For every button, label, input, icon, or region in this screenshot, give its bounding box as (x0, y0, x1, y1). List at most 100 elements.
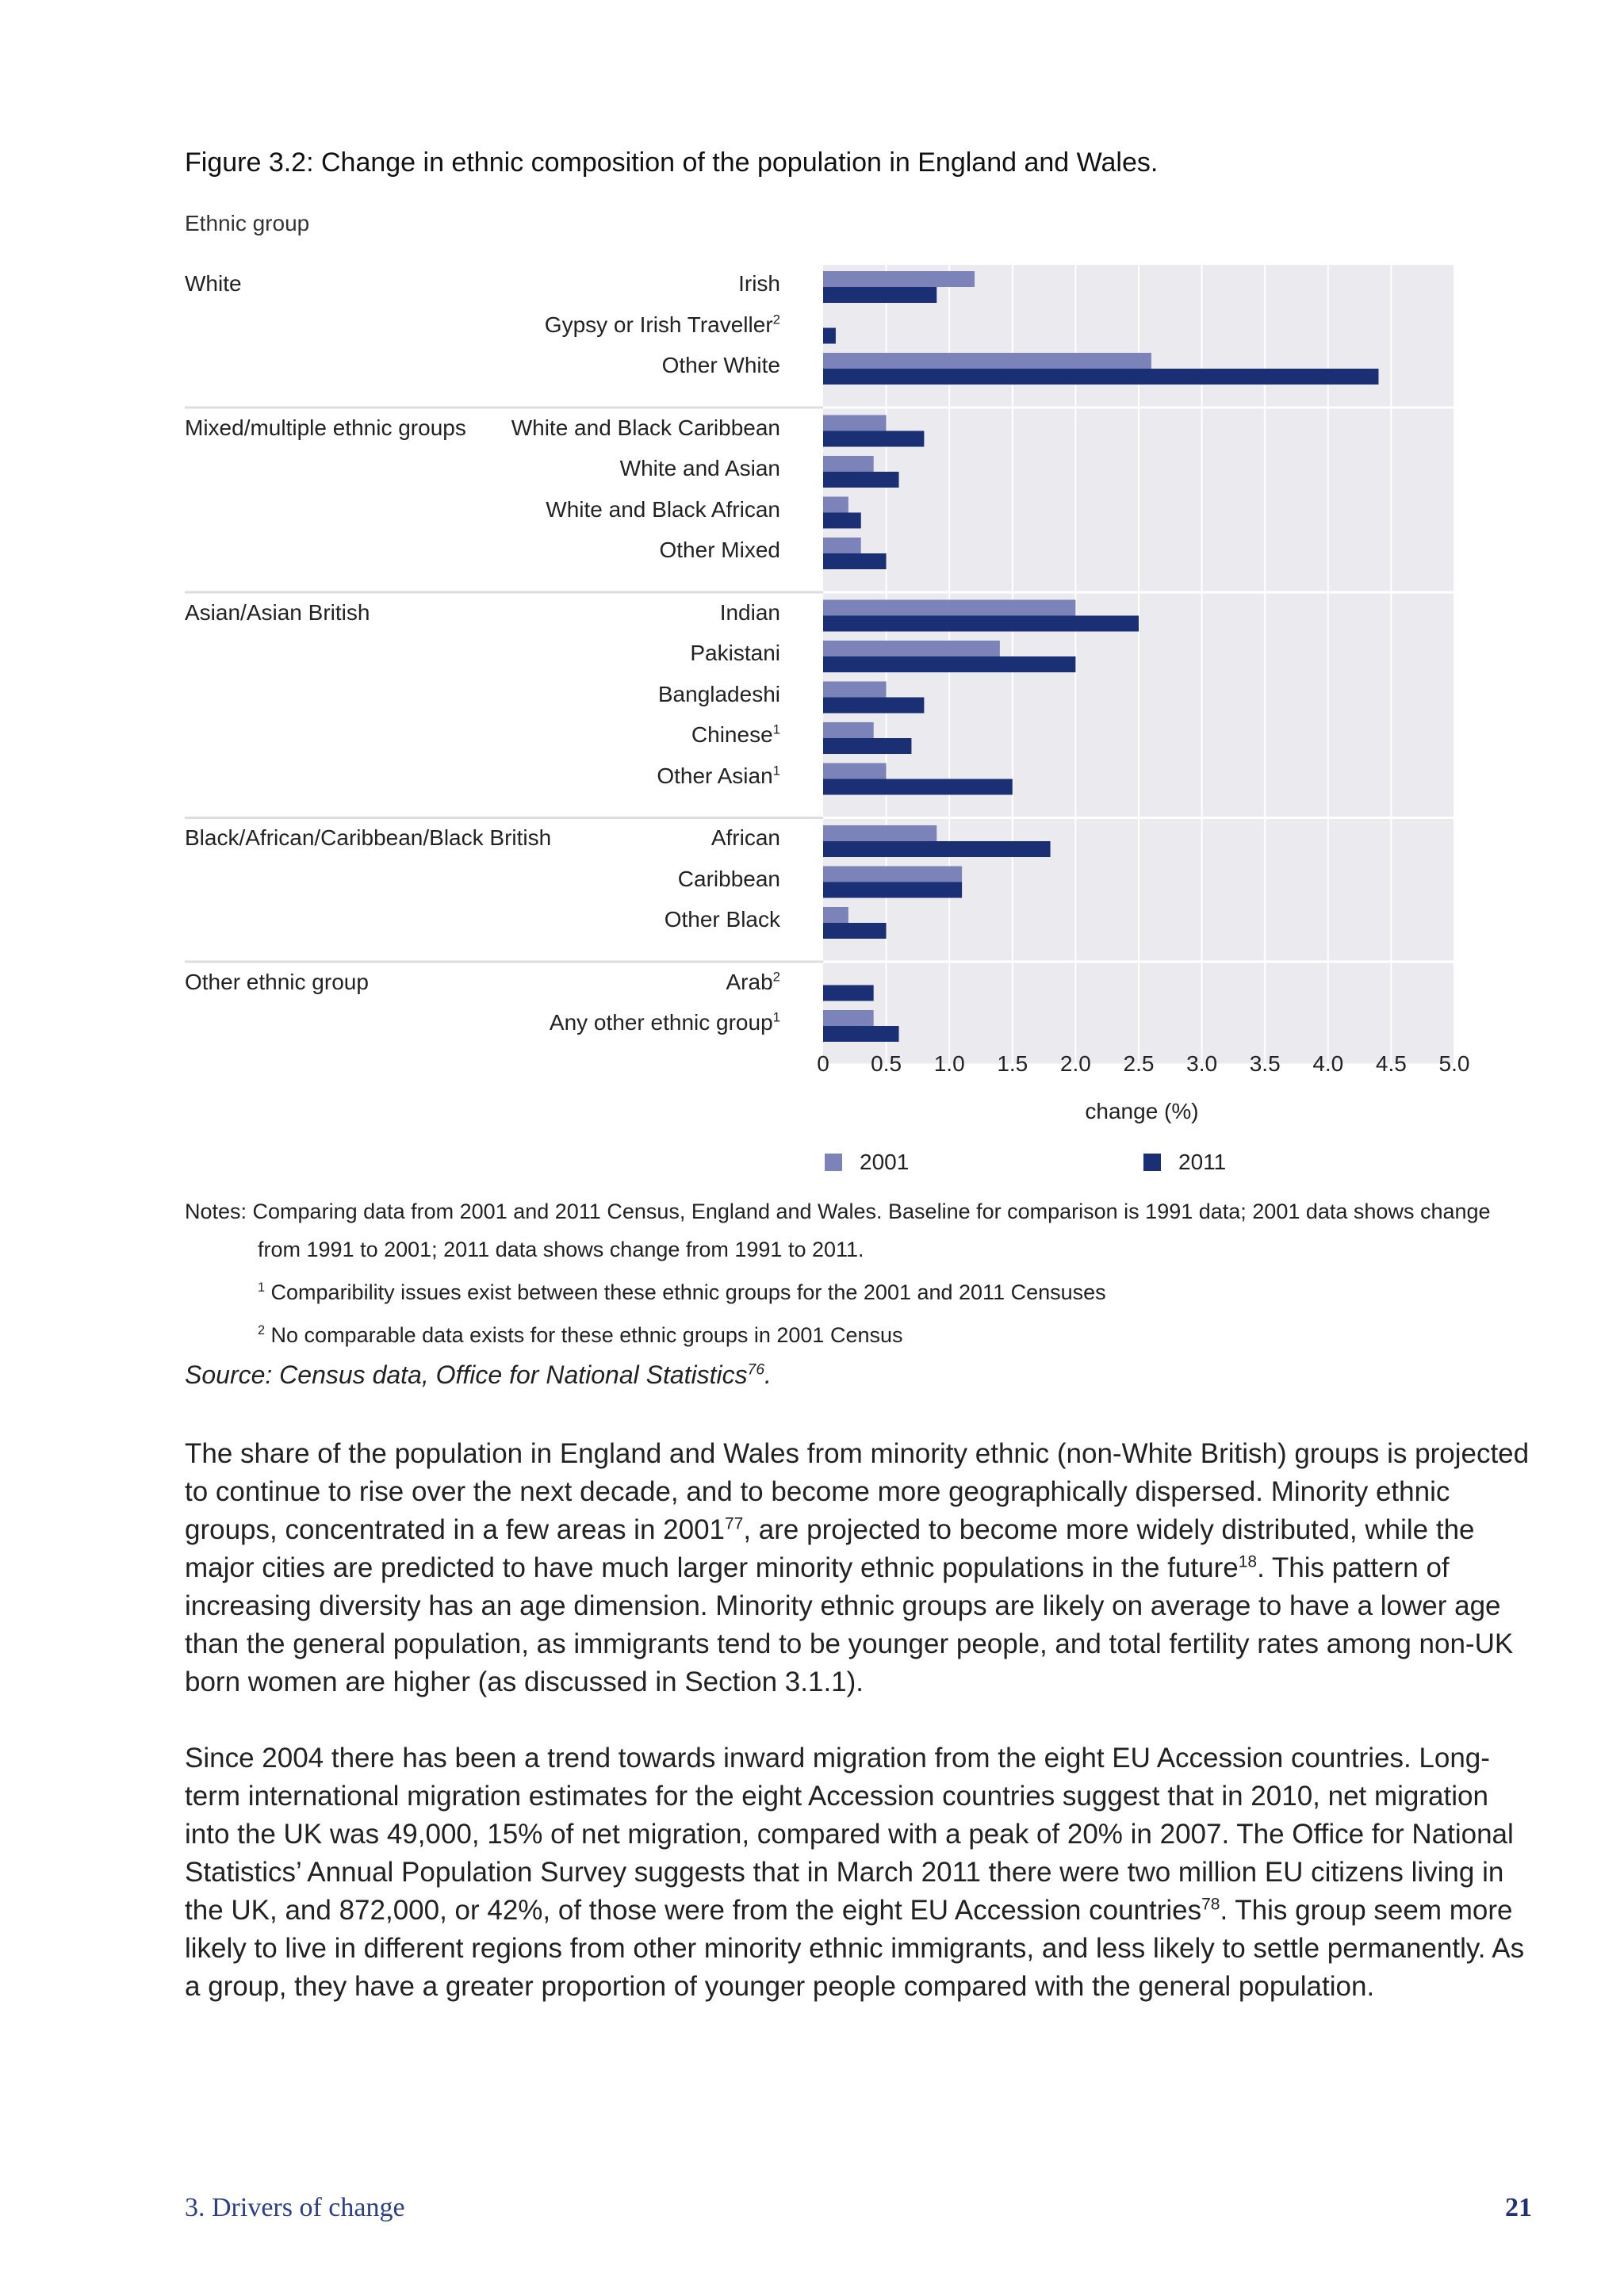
category-label-0-1-text: Gypsy or Irish Traveller (544, 312, 773, 337)
ethnic-group-header: Ethnic group (185, 211, 310, 235)
x-tick-label-8: 4.0 (1312, 1051, 1344, 1076)
bar-2001-2-1 (823, 641, 1000, 656)
x-tick-label-0: 0 (817, 1051, 829, 1076)
source-text: Source: Census data, Office for National… (185, 1360, 748, 1389)
category-label-1-0-text: White and Black Caribbean (511, 415, 780, 440)
bar-2001-0-2 (823, 353, 1151, 369)
source-ref: 76 (747, 1361, 764, 1379)
notes-line-1: Notes: Comparing data from 2001 and 2011… (185, 1200, 1491, 1223)
category-label-3-1-text: Caribbean (677, 866, 780, 891)
bar-2001-0-0 (823, 271, 975, 287)
footnote-1: 1 Comparibility issues exist between the… (185, 1269, 1533, 1311)
bar-2011-2-2 (823, 697, 925, 714)
bar-2011-1-0 (823, 430, 925, 447)
category-label-3-0: African (711, 827, 780, 849)
bar-2001-2-2 (823, 681, 887, 698)
group-separator-4 (185, 960, 1454, 963)
bar-2011-2-3 (823, 738, 912, 754)
x-axis-label: change (%) (1085, 1099, 1199, 1123)
bar-2011-3-0 (823, 841, 1051, 857)
notes: Notes: Comparing data from 2001 and 2011… (185, 1192, 1533, 1354)
group-label-3: Black/African/Caribbean/Black British (185, 827, 551, 849)
group-label-0: White (185, 273, 242, 295)
category-label-0-0-text: Irish (738, 271, 780, 296)
bar-2001-2-0 (823, 599, 1076, 616)
category-label-4-0-footnote-mark: 2 (772, 969, 780, 985)
group-gap-3 (823, 817, 1454, 819)
bar-2001-1-0 (823, 415, 887, 431)
legend-item-2001: 2001 (825, 1150, 909, 1175)
x-tick-label-6: 3.0 (1186, 1051, 1218, 1076)
category-label-2-3-text: Chinese (691, 722, 773, 747)
category-label-3-2: Other Black (665, 909, 780, 931)
bar-2011-3-2 (823, 923, 887, 939)
category-label-2-1-text: Pakistani (690, 641, 780, 665)
bar-2001-4-1 (823, 1010, 874, 1026)
category-label-0-2-text: Other White (661, 353, 780, 377)
legend-label-2011: 2011 (1178, 1150, 1227, 1174)
category-label-4-0: Arab2 (726, 969, 781, 994)
category-label-3-0-text: African (710, 825, 780, 850)
group-separator-1 (185, 406, 1454, 409)
category-label-0-0: Irish (738, 273, 780, 295)
paragraph-1-c: . This pattern of increasing diversity h… (185, 1552, 1514, 1697)
x-tick-label-1: 0.5 (871, 1051, 902, 1076)
category-label-0-2: Other White (662, 354, 780, 377)
category-label-2-4-footnote-mark: 1 (772, 763, 780, 779)
category-label-0-1: Gypsy or Irish Traveller2 (544, 312, 780, 337)
category-label-1-2: White and Black African (546, 496, 780, 522)
x-tick-label-3: 1.5 (997, 1051, 1028, 1076)
category-label-1-3-text: Other Mixed (659, 538, 781, 562)
category-label-2-0-text: Indian (719, 599, 780, 625)
group-label-2-text: Asian/Asian British (185, 599, 370, 625)
x-tick-label-9: 4.5 (1375, 1051, 1407, 1076)
category-label-2-3: Chinese1 (691, 721, 780, 747)
bar-2011-4-0 (823, 985, 874, 1001)
notes-line-2: from 1991 to 2001; 2011 data shows chang… (258, 1238, 864, 1261)
category-label-2-4-text: Other Asian (657, 763, 773, 788)
bar-2011-0-1 (823, 327, 836, 344)
bar-2001-3-0 (823, 825, 937, 841)
figure-title: Figure 3.2: Change in ethnic composition… (185, 147, 1159, 178)
group-gap-2 (823, 591, 1454, 594)
x-tick-label-4: 2.0 (1059, 1051, 1091, 1076)
paragraph-2: Since 2004 there has been a trend toward… (185, 1739, 1533, 2006)
legend-label-2001: 2001 (860, 1150, 910, 1174)
category-label-2-1: Pakistani (690, 642, 780, 664)
category-label-1-2-text: White and Black African (546, 496, 780, 522)
paragraph-2-ref-1: 78 (1201, 1895, 1220, 1914)
paragraph-1-ref-1: 77 (725, 1514, 744, 1533)
bar-2011-4-1 (823, 1026, 899, 1042)
category-label-2-0: Indian (719, 599, 780, 625)
footnote-1-mark: 1 (258, 1280, 266, 1295)
bar-2001-3-2 (823, 907, 848, 923)
category-label-1-0: White and Black Caribbean (511, 415, 780, 440)
footnote-2-text: No comparable data exists for these ethn… (270, 1323, 903, 1347)
paragraph-2-b: . This group seem more likely to live in… (185, 1895, 1525, 2002)
category-label-2-3-footnote-mark: 1 (772, 721, 780, 737)
bar-2011-2-0 (823, 615, 1139, 632)
footnote-1-text: Comparibility issues exist between these… (270, 1280, 1106, 1304)
category-label-1-3: Other Mixed (660, 539, 781, 561)
bar-2011-1-1 (823, 472, 899, 488)
group-separator-2 (185, 591, 1454, 594)
footnote-2: 2 No comparable data exists for these et… (185, 1311, 1533, 1354)
category-label-2-4: Other Asian1 (657, 763, 780, 788)
bar-2011-2-1 (823, 656, 1076, 672)
legend-item-2011: 2011 (1143, 1150, 1226, 1175)
bar-2011-0-0 (823, 287, 937, 303)
category-label-4-0-text: Arab (726, 969, 773, 994)
group-label-4: Other ethnic group (185, 970, 369, 993)
category-label-4-1-text: Any other ethnic group (549, 1010, 773, 1035)
source-line: Source: Census data, Office for National… (185, 1360, 772, 1390)
x-tick-label-7: 3.5 (1249, 1051, 1281, 1076)
bar-2001-1-2 (823, 496, 848, 513)
paragraph-1: The share of the population in England a… (185, 1435, 1533, 1701)
bar-chart (185, 265, 1455, 1064)
group-separator-3 (185, 817, 1454, 819)
legend-swatch-2001 (825, 1154, 842, 1171)
category-label-4-1: Any other ethnic group1 (549, 1010, 780, 1035)
bar-2011-0-2 (823, 369, 1379, 385)
footer-section: 3. Drivers of change (185, 2193, 405, 2222)
bar-2001-2-3 (823, 722, 874, 738)
